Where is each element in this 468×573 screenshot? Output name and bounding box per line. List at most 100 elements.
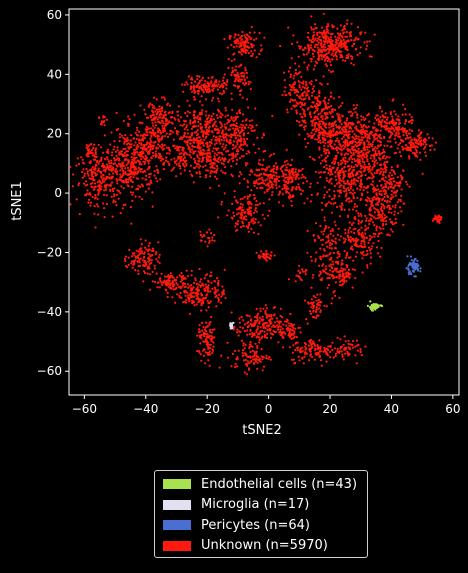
data-point [332,263,335,266]
data-point [232,152,235,155]
data-point [125,164,128,167]
data-point [253,194,256,197]
data-point [297,355,300,358]
data-point [241,349,245,352]
data-point [196,116,199,119]
data-point [242,319,245,322]
data-point [245,373,248,376]
data-point [315,299,318,302]
data-point [327,226,330,229]
data-point [317,134,320,137]
data-point [158,129,161,132]
data-point [345,119,348,122]
data-point [224,166,227,169]
data-point [144,154,147,158]
data-point [310,193,313,196]
data-point [244,358,247,362]
data-point [313,343,316,346]
data-point [339,32,342,35]
data-point [252,182,256,185]
data-point [358,141,361,144]
data-point [184,294,187,297]
data-point [196,133,199,136]
data-point [221,129,224,132]
data-point [345,194,348,197]
data-point [183,291,186,294]
data-point [310,131,313,134]
data-point [329,230,332,233]
data-point [166,135,170,138]
data-point [150,127,153,130]
data-point [344,256,347,259]
data-point [342,31,345,34]
data-point [279,167,282,171]
data-point [310,298,313,301]
data-point [269,318,272,321]
data-point [336,149,339,152]
data-point [259,255,262,258]
data-point [239,226,243,229]
data-point [248,46,251,49]
data-point [368,199,371,202]
data-point [360,167,363,170]
data-point [330,48,333,51]
data-point [334,224,337,227]
data-point [193,80,197,83]
data-point [315,308,318,311]
data-point [232,143,235,146]
data-point [207,359,210,362]
data-point [338,284,341,287]
data-point [336,49,339,52]
data-point [127,263,130,266]
data-point [239,130,243,133]
data-point [93,182,97,185]
data-point [301,85,305,88]
data-point [307,64,310,67]
data-point [191,287,194,290]
data-point [77,163,80,166]
data-point [368,120,371,123]
data-point [147,265,150,268]
data-point [335,168,339,172]
data-point [340,208,343,211]
data-point [261,186,264,190]
data-point [206,152,209,155]
data-point [292,34,295,37]
data-point [379,167,382,170]
data-point [349,185,353,188]
data-point [308,359,311,362]
data-point [173,278,176,281]
data-point [228,153,231,157]
data-point [240,155,243,158]
data-point [248,31,252,34]
data-point [120,165,124,168]
data-point [323,49,326,53]
data-point [246,185,249,188]
data-point [113,157,116,160]
data-point [126,140,129,143]
data-point [321,277,324,280]
data-point [232,211,235,214]
data-point [103,207,106,210]
data-point [153,267,156,270]
data-point [197,120,200,123]
data-point [107,184,111,187]
data-point [341,259,344,262]
data-point [335,58,338,61]
data-point [152,114,156,117]
data-point [203,277,206,280]
data-point [207,346,210,349]
data-point [168,152,171,155]
data-point [223,139,226,142]
data-point [183,123,186,126]
data-point [318,339,321,342]
data-point [145,248,148,251]
data-point [326,59,329,63]
data-point [207,289,210,292]
data-point [338,255,341,258]
data-point [221,79,225,82]
data-point [247,126,250,129]
data-point [247,41,250,44]
data-point [318,129,321,132]
data-point [203,86,206,89]
